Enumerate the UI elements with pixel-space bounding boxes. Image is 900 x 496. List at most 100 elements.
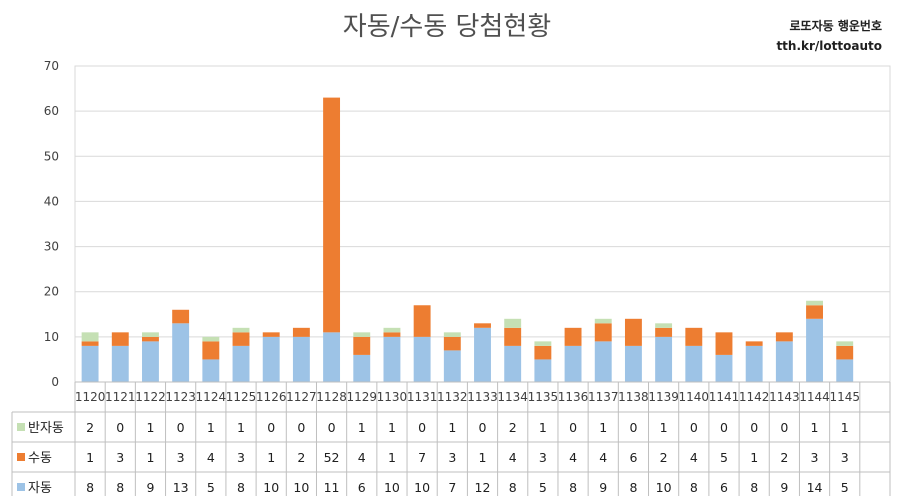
bar-semi-1139 [655, 323, 673, 328]
bar-auto-1145 [836, 359, 854, 382]
bar-auto-1143 [775, 341, 793, 382]
table-cell: 10 [414, 480, 430, 495]
y-tick-label: 20 [44, 285, 59, 299]
bar-auto-1139 [655, 336, 673, 382]
table-cell: 9 [599, 480, 607, 495]
table-cell: 1 [207, 420, 215, 435]
bar-manual-1144 [806, 305, 823, 319]
table-cell: 1 [267, 450, 275, 465]
bar-auto-1121 [111, 345, 129, 382]
table-cell: 1 [599, 420, 607, 435]
bar-manual-1126 [262, 332, 280, 337]
bar-semi-1124 [202, 336, 220, 342]
table-cell: 13 [173, 480, 189, 495]
bar-manual-1128 [323, 97, 341, 333]
x-tick-label: 1129 [346, 390, 377, 404]
bar-semi-1125 [232, 327, 250, 333]
x-tick-label: 1141 [709, 390, 740, 404]
brand-name: 로또자동 행운번호 [790, 18, 883, 33]
y-tick-label: 50 [44, 149, 59, 163]
bar-semi-1144 [806, 300, 823, 306]
bar-manual-1134 [504, 327, 522, 346]
bar-manual-1123 [172, 309, 190, 324]
x-tick-label: 1135 [528, 390, 559, 404]
bars [81, 97, 854, 382]
x-tick-label: 1130 [377, 390, 408, 404]
x-tick-label: 1144 [799, 390, 830, 404]
table-cell: 1 [539, 420, 547, 435]
bar-auto-1123 [172, 323, 190, 382]
bar-manual-1133 [474, 323, 491, 328]
bar-auto-1125 [232, 345, 250, 382]
table-cell: 5 [841, 480, 849, 495]
bar-manual-1124 [202, 341, 220, 360]
bar-semi-1135 [534, 341, 552, 346]
bar-auto-1133 [474, 327, 491, 382]
x-tick-label: 1140 [679, 390, 710, 404]
table-cell: 9 [780, 480, 788, 495]
table-cell: 4 [569, 450, 577, 465]
table-cell: 3 [539, 450, 547, 465]
y-tick-label: 10 [44, 330, 59, 344]
x-tick-label: 1120 [75, 390, 106, 404]
table-cell: 0 [479, 420, 487, 435]
x-tick-label: 1132 [437, 390, 468, 404]
table-cell: 52 [324, 450, 340, 465]
table-cell: 0 [267, 420, 275, 435]
table-cell: 4 [599, 450, 607, 465]
table-cell: 8 [116, 480, 124, 495]
table-cell: 10 [384, 480, 400, 495]
y-axis: 0 10 20 30 40 50 60 70 [44, 59, 59, 389]
bar-manual-1138 [624, 318, 642, 346]
x-tick-label: 1139 [648, 390, 679, 404]
legend-key-semi [17, 423, 25, 431]
table-cell: 9 [146, 480, 154, 495]
bar-auto-1130 [383, 336, 401, 382]
bar-manual-1140 [685, 327, 703, 346]
table-cell: 12 [475, 480, 491, 495]
y-tick-label: 30 [44, 240, 59, 254]
table-cell: 8 [86, 480, 94, 495]
bar-auto-1135 [534, 359, 552, 382]
bar-manual-1131 [413, 305, 431, 337]
table-cell: 7 [418, 450, 426, 465]
x-tick-label: 1142 [739, 390, 770, 404]
y-tick-label: 60 [44, 104, 59, 118]
x-tick-label: 1131 [407, 390, 438, 404]
table-cell: 0 [569, 420, 577, 435]
x-tick-label: 1133 [467, 390, 498, 404]
bar-auto-1142 [745, 345, 763, 382]
table-cell: 0 [177, 420, 185, 435]
bar-manual-1142 [745, 341, 763, 346]
bar-auto-1141 [715, 354, 733, 382]
table-cell: 8 [750, 480, 758, 495]
table-cell: 0 [750, 420, 758, 435]
bar-auto-1120 [81, 345, 99, 382]
bar-semi-1132 [443, 332, 461, 337]
table-cell: 1 [86, 450, 94, 465]
x-tick-label: 1136 [558, 390, 589, 404]
data-table: 1120 1121 1122 1123 1124 1125 1126 1127 1128 1129… [11, 381, 891, 496]
table-cell: 1 [479, 450, 487, 465]
bar-semi-1130 [383, 327, 401, 333]
table-cell: 2 [86, 420, 94, 435]
y-tick-label: 0 [51, 375, 59, 389]
table-cell: 2 [780, 450, 788, 465]
x-tick-label: 1126 [256, 390, 287, 404]
x-tick-label: 1123 [165, 390, 196, 404]
table-cell: 14 [807, 480, 823, 495]
table-cell: 1 [448, 420, 456, 435]
table-cell: 1 [388, 450, 396, 465]
table-cell: 0 [328, 420, 336, 435]
table-cell: 8 [569, 480, 577, 495]
x-tick-label: 1138 [618, 390, 649, 404]
bar-auto-1144 [806, 318, 823, 382]
bar-manual-1130 [383, 332, 401, 337]
table-cell: 6 [358, 480, 366, 495]
bar-auto-1136 [564, 345, 582, 382]
table-cell: 1 [358, 420, 366, 435]
table-cell: 4 [358, 450, 366, 465]
bar-auto-1128 [323, 332, 341, 382]
x-tick-label: 1137 [588, 390, 619, 404]
bar-auto-1122 [142, 341, 159, 382]
